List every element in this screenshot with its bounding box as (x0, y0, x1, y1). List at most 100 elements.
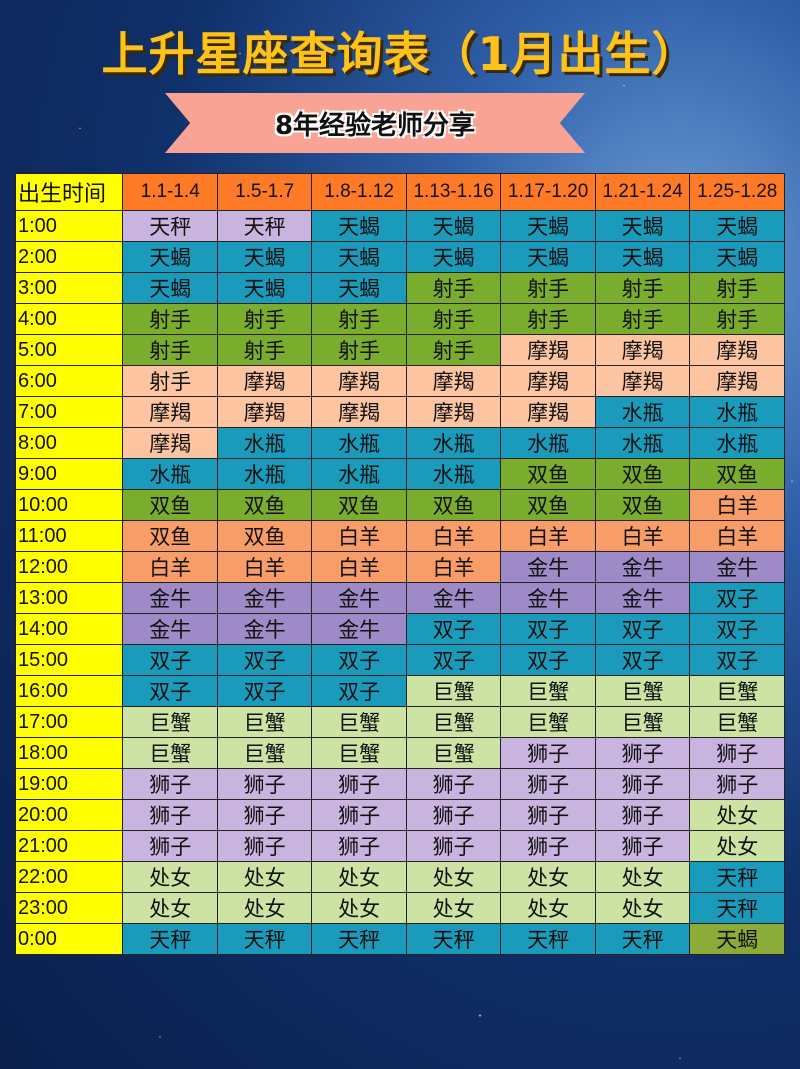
birth-time-cell: 9:00 (14, 458, 124, 490)
rising-sign-cell: 射手 (122, 365, 218, 397)
rising-sign-cell: 狮子 (405, 799, 502, 831)
rising-sign-cell: 双子 (405, 613, 502, 645)
rising-sign-cell: 天秤 (500, 923, 596, 955)
rising-sign-cell: 天秤 (122, 923, 218, 955)
rising-sign-cell: 摩羯 (500, 365, 596, 397)
rising-sign-cell: 摩羯 (216, 396, 313, 428)
rising-sign-cell: 白羊 (594, 520, 691, 552)
birth-time-cell: 12:00 (14, 551, 124, 583)
rising-sign-cell: 双鱼 (500, 489, 596, 521)
rising-sign-cell: 水瓶 (216, 427, 313, 459)
birth-time-cell: 19:00 (14, 768, 124, 800)
rising-sign-cell: 狮子 (311, 830, 407, 862)
rising-sign-cell: 金牛 (311, 613, 407, 645)
birth-time-cell: 21:00 (14, 830, 124, 862)
rising-sign-cell: 天秤 (594, 923, 691, 955)
birth-time-cell: 14:00 (14, 613, 124, 645)
rising-sign-cell: 狮子 (311, 799, 407, 831)
table-row: 10:00 双鱼 双鱼 双鱼 双鱼 双鱼 双鱼 白羊 (14, 489, 785, 521)
rising-sign-cell: 白羊 (405, 520, 502, 552)
table-row: 1:00 天秤 天秤 天蝎 天蝎 天蝎 天蝎 天蝎 (14, 210, 785, 242)
rising-sign-cell: 摩羯 (405, 365, 502, 397)
rising-sign-cell: 射手 (122, 303, 218, 335)
rising-sign-cell: 射手 (216, 303, 313, 335)
column-header: 1.8-1.12 (311, 173, 407, 211)
rising-sign-cell: 天蝎 (594, 210, 691, 242)
birth-time-cell: 11:00 (14, 520, 124, 552)
birth-time-cell: 1:00 (14, 210, 124, 242)
rising-sign-cell: 射手 (405, 303, 502, 335)
table-row: 11:00 双鱼 双鱼 白羊 白羊 白羊 白羊 白羊 (14, 520, 785, 552)
rising-sign-cell: 摩羯 (689, 365, 785, 397)
rising-sign-cell: 天秤 (405, 923, 502, 955)
table-row: 9:00 水瓶 水瓶 水瓶 水瓶 双鱼 双鱼 双鱼 (14, 458, 785, 490)
rising-sign-cell: 金牛 (689, 551, 785, 583)
rising-sign-cell: 双子 (216, 675, 313, 707)
rising-sign-cell: 射手 (500, 303, 596, 335)
table-row: 18:00 巨蟹 巨蟹 巨蟹 巨蟹 狮子 狮子 狮子 (14, 737, 785, 769)
birth-time-cell: 23:00 (14, 892, 124, 924)
rising-sign-cell: 摩羯 (122, 396, 218, 428)
rising-sign-cell: 双子 (594, 613, 691, 645)
rising-sign-cell: 摩羯 (594, 365, 691, 397)
rising-sign-cell: 天蝎 (500, 241, 596, 273)
rising-sign-cell: 天蝎 (405, 241, 502, 273)
birth-time-cell: 17:00 (14, 706, 124, 738)
rising-sign-cell: 白羊 (311, 520, 407, 552)
rising-sign-cell: 金牛 (216, 613, 313, 645)
rising-sign-cell: 天蝎 (122, 272, 218, 304)
rising-sign-cell: 处女 (216, 892, 313, 924)
corner-header: 出生时间 (14, 173, 124, 211)
rising-sign-cell: 处女 (689, 830, 785, 862)
rising-sign-cell: 水瓶 (122, 458, 218, 490)
rising-sign-cell: 金牛 (122, 613, 218, 645)
rising-sign-cell: 双子 (689, 613, 785, 645)
rising-sign-cell: 双鱼 (311, 489, 407, 521)
rising-sign-cell: 巨蟹 (689, 675, 785, 707)
rising-sign-cell: 处女 (500, 892, 596, 924)
rising-sign-cell: 狮子 (311, 768, 407, 800)
rising-sign-cell: 水瓶 (594, 427, 691, 459)
rising-sign-cell: 狮子 (122, 830, 218, 862)
rising-sign-cell: 处女 (122, 861, 218, 893)
rising-sign-cell: 巨蟹 (216, 737, 313, 769)
rising-sign-cell: 天蝎 (689, 241, 785, 273)
rising-sign-cell: 双鱼 (594, 458, 691, 490)
rising-sign-cell: 狮子 (405, 830, 502, 862)
rising-sign-cell: 双子 (594, 644, 691, 676)
column-header: 1.13-1.16 (405, 173, 502, 211)
rising-sign-cell: 白羊 (689, 520, 785, 552)
rising-sign-cell: 摩羯 (311, 396, 407, 428)
rising-sign-cell: 双子 (405, 644, 502, 676)
rising-sign-cell: 射手 (122, 334, 218, 366)
rising-sign-cell: 摩羯 (122, 427, 218, 459)
rising-sign-cell: 狮子 (216, 799, 313, 831)
rising-sign-cell: 双子 (500, 644, 596, 676)
table-row: 23:00 处女 处女 处女 处女 处女 处女 天秤 (14, 892, 785, 924)
rising-sign-cell: 狮子 (122, 768, 218, 800)
birth-time-cell: 7:00 (14, 396, 124, 428)
rising-sign-cell: 水瓶 (405, 427, 502, 459)
rising-sign-cell: 处女 (405, 861, 502, 893)
rising-sign-cell: 天秤 (216, 923, 313, 955)
rising-sign-cell: 天蝎 (311, 241, 407, 273)
table-row: 8:00 摩羯 水瓶 水瓶 水瓶 水瓶 水瓶 水瓶 (14, 427, 785, 459)
rising-sign-cell: 狮子 (594, 737, 691, 769)
birth-time-cell: 10:00 (14, 489, 124, 521)
rising-sign-cell: 天蝎 (122, 241, 218, 273)
birth-time-cell: 3:00 (14, 272, 124, 304)
birth-time-cell: 16:00 (14, 675, 124, 707)
rising-sign-cell: 摩羯 (216, 365, 313, 397)
rising-sign-cell: 射手 (311, 334, 407, 366)
rising-sign-cell: 狮子 (594, 768, 691, 800)
birth-time-cell: 0:00 (14, 923, 124, 955)
table-row: 7:00 摩羯 摩羯 摩羯 摩羯 摩羯 水瓶 水瓶 (14, 396, 785, 428)
table-row: 21:00 狮子 狮子 狮子 狮子 狮子 狮子 处女 (14, 830, 785, 862)
birth-time-cell: 15:00 (14, 644, 124, 676)
rising-sign-cell: 射手 (689, 303, 785, 335)
rising-sign-cell: 处女 (311, 861, 407, 893)
rising-sign-cell: 双鱼 (500, 458, 596, 490)
table-row: 16:00 双子 双子 双子 巨蟹 巨蟹 巨蟹 巨蟹 (14, 675, 785, 707)
rising-sign-cell: 水瓶 (311, 427, 407, 459)
rising-sign-cell: 狮子 (594, 830, 691, 862)
